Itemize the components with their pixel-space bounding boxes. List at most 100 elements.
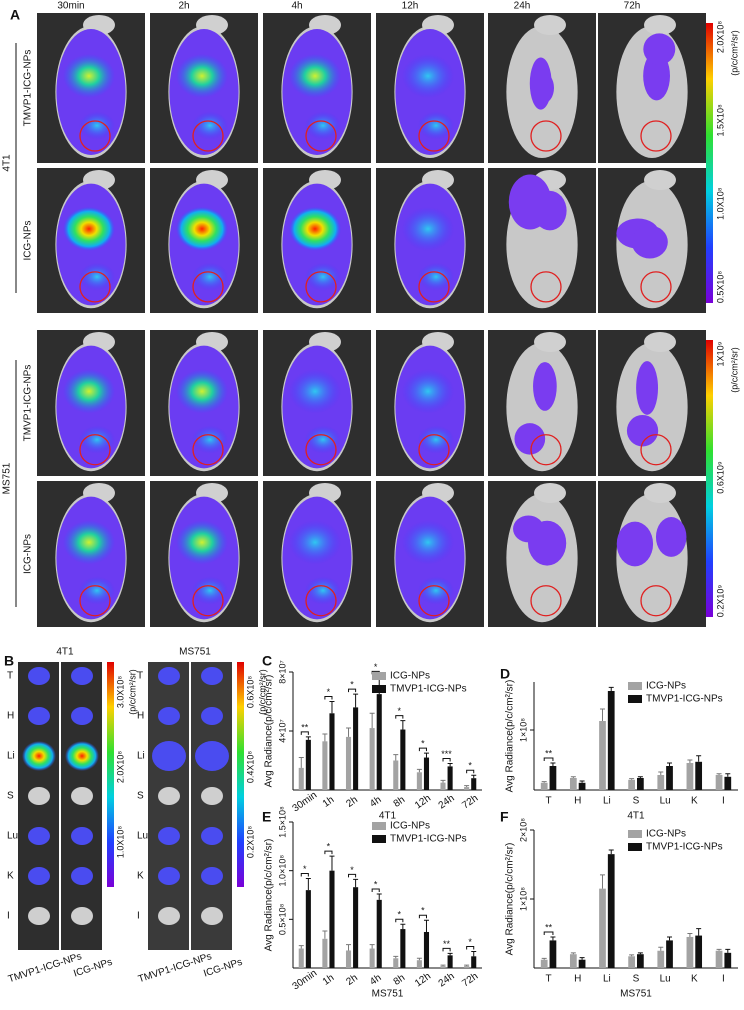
- significance-bracket: [418, 914, 427, 919]
- bar: [369, 948, 375, 968]
- error-bar: [353, 693, 359, 708]
- mouse-head: [644, 15, 676, 35]
- tumor-circle: [418, 585, 450, 617]
- error-bar: [696, 755, 702, 762]
- mouse-image: [37, 168, 145, 313]
- time-label: 72h: [624, 1, 641, 12]
- bar: [686, 763, 694, 790]
- bar: [440, 782, 446, 790]
- signal-core: [192, 262, 228, 291]
- legend-swatch: [628, 695, 642, 703]
- colorbar: [706, 340, 713, 617]
- organ-image: [18, 662, 59, 950]
- bar: [599, 888, 606, 968]
- organ: [71, 707, 93, 725]
- signal-core: [289, 520, 341, 565]
- signal-core: [63, 369, 115, 414]
- x-tick-label: 12h: [413, 971, 433, 990]
- tumor-circle: [305, 434, 337, 466]
- mouse-image: [598, 481, 706, 627]
- error-bar: [541, 957, 547, 960]
- x-tick-label: 2h: [344, 972, 359, 987]
- bar: [471, 778, 477, 790]
- signal-core: [79, 576, 115, 605]
- y-tick-label: 8×10⁷: [277, 660, 287, 684]
- error-bar: [423, 919, 429, 932]
- significance-mark: *: [350, 865, 354, 875]
- bar: [540, 782, 548, 790]
- signal-core: [192, 576, 228, 605]
- tumor-circle: [530, 271, 562, 303]
- error-bar: [687, 933, 693, 937]
- error-bar: [298, 945, 304, 949]
- error-bar: [696, 928, 702, 936]
- colorbar-tick: 0.6X10⁹: [715, 461, 725, 494]
- legend-label: TMVP1-ICG-NPs: [646, 694, 723, 705]
- organ: [22, 741, 56, 771]
- bar: [607, 691, 615, 790]
- x-axis-label: 4T1: [379, 811, 397, 822]
- group-label: 4T1: [56, 647, 74, 658]
- signal-core: [289, 369, 341, 414]
- legend-label: ICG-NPs: [390, 671, 430, 682]
- error-bar: [570, 952, 576, 955]
- bar: [423, 757, 430, 790]
- error-bar: [667, 936, 673, 941]
- organ: [71, 667, 93, 685]
- tumor-circle: [79, 120, 111, 152]
- tumor-circle: [640, 585, 672, 617]
- bar: [695, 935, 703, 968]
- error-bar: [471, 950, 477, 957]
- x-tick-label: H: [574, 796, 581, 807]
- error-bar: [464, 964, 470, 967]
- error-bar: [550, 762, 556, 766]
- bar: [393, 760, 399, 790]
- colorbar: [237, 662, 244, 887]
- significance-bracket: [371, 888, 380, 893]
- colorbar: [107, 662, 114, 887]
- signal-patch: [529, 57, 552, 110]
- error-bar: [599, 708, 605, 721]
- colorbar-tick: 1.5X10⁸: [715, 104, 725, 137]
- error-bar: [298, 757, 304, 768]
- signal-core: [79, 111, 115, 140]
- tumor-circle: [530, 434, 562, 466]
- bar: [400, 729, 406, 790]
- signal-patch: [643, 33, 676, 65]
- error-bar: [725, 773, 731, 777]
- organ: [158, 667, 180, 685]
- tumor-circle: [640, 120, 672, 152]
- x-tick-label: 72h: [460, 793, 480, 812]
- error-bar: [579, 957, 585, 960]
- organ-label: I: [137, 911, 140, 922]
- bar: [416, 772, 422, 790]
- bar: [569, 954, 577, 968]
- signal-patch: [631, 225, 668, 259]
- bar: [666, 766, 673, 790]
- tumor-circle: [305, 585, 337, 617]
- signal-core: [402, 206, 454, 251]
- signal-patch: [626, 414, 659, 447]
- organ-label: T: [7, 671, 13, 682]
- bar: [578, 782, 586, 790]
- significance-bracket: [348, 688, 357, 693]
- mouse-image: [488, 481, 596, 627]
- error-bar: [608, 686, 614, 691]
- legend-swatch: [628, 830, 642, 838]
- bar: [376, 899, 382, 968]
- signal-core: [305, 425, 341, 454]
- mouse-head: [534, 483, 566, 503]
- significance-mark: *: [374, 662, 378, 672]
- tumor-circle: [418, 271, 450, 303]
- colorbar-tick: 1X10⁹: [715, 341, 725, 366]
- panel-label: C: [262, 653, 272, 669]
- bar: [393, 958, 399, 968]
- mouse-image: [488, 13, 596, 163]
- organ: [158, 707, 180, 725]
- organ: [195, 741, 229, 771]
- mouse-image: [150, 168, 258, 313]
- colorbar: [706, 23, 713, 303]
- legend-label: TMVP1-ICG-NPs: [390, 684, 467, 695]
- bar: [628, 956, 635, 968]
- signal-core: [418, 262, 454, 291]
